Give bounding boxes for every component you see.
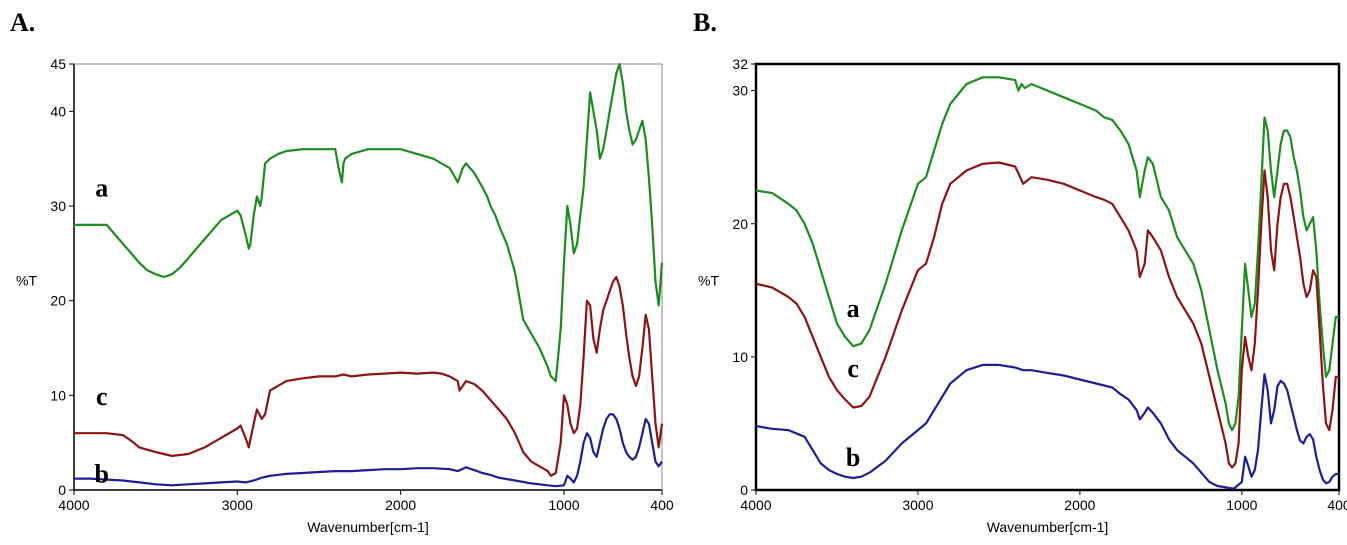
panel-b-x-axis-label: Wavenumber[cm-1] <box>987 519 1109 535</box>
panel-a-x-tick-label: 3000 <box>222 497 253 513</box>
panel-b-series-c-label: c <box>847 354 859 383</box>
panel-a-x-tick-label: 2000 <box>385 497 416 513</box>
panel-a-series-b-label: b <box>95 459 109 488</box>
panel-a-series-c-line <box>74 275 664 477</box>
panel-a-y-tick-label: 20 <box>50 293 66 309</box>
panel-b-y-tick-label: 0 <box>740 482 748 498</box>
panel-b-x-tick-label: 3000 <box>902 497 933 513</box>
panel-b-series-b-line <box>755 363 1339 490</box>
panel-a-x-axis-label: Wavenumber[cm-1] <box>307 519 429 535</box>
panel-b-x-tick-label: 4000 <box>740 497 771 513</box>
panel-a-series-a-label: a <box>95 174 108 203</box>
panel-a-y-axis-label: %T <box>16 273 37 289</box>
panel-b-y-tick-label: 10 <box>732 349 748 365</box>
panel-b-letter: B. <box>693 8 717 37</box>
panel-b-series-a-label: a <box>847 294 860 323</box>
panel-b-series-c-line <box>755 161 1339 469</box>
panel-a-series-a-line <box>74 62 664 383</box>
panel-a-y-tick-label: 40 <box>50 103 66 119</box>
panel-b-y-tick-label: 20 <box>732 216 748 232</box>
panel-a-x-tick-label: 400 <box>650 497 674 513</box>
panel-b-y-axis-label: %T <box>698 273 719 289</box>
panel-a-y-tick-label: 10 <box>50 387 66 403</box>
panel-a-y-tick-label: 0 <box>58 482 66 498</box>
panel-a-x-tick-label: 1000 <box>548 497 579 513</box>
panel-b-x-tick-label: 2000 <box>1064 497 1095 513</box>
panel-b-series-b-label: b <box>846 443 860 472</box>
panel-a-y-tick-label: 45 <box>50 56 66 72</box>
panel-b-y-tick-label: 32 <box>732 56 748 72</box>
panel-a-x-tick-label: 4000 <box>58 497 89 513</box>
panel-a-series-c-label: c <box>96 382 108 411</box>
panel-b-y-tick-label: 30 <box>732 83 748 99</box>
panel-b-frame <box>754 62 1341 492</box>
panel-a-series-b-line <box>74 413 663 488</box>
panel-a-y-tick-label: 30 <box>50 198 66 214</box>
panel-a-letter: A. <box>10 8 36 37</box>
panel-b-x-tick-label: 400 <box>1327 497 1347 513</box>
panel-b-x-tick-label: 1000 <box>1226 497 1257 513</box>
panel-b-series-a-line <box>755 76 1339 432</box>
